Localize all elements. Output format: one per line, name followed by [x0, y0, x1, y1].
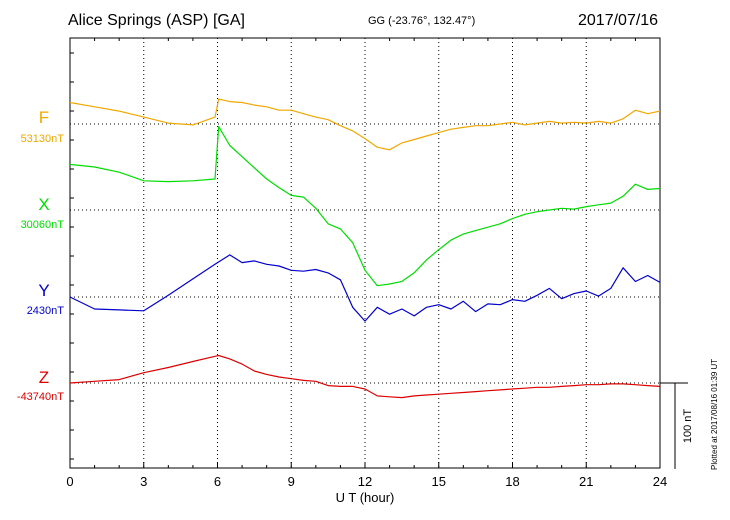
x-tick-label: 0 — [66, 474, 73, 489]
x-tick-label: 21 — [579, 474, 593, 489]
station-title: Alice Springs (ASP) [GA] — [68, 12, 245, 29]
x-tick-label: 3 — [140, 474, 147, 489]
series-baseline-y: 2430nT — [27, 305, 65, 317]
scale-bar-label: 100 nT — [682, 409, 694, 444]
series-line-f — [69, 98, 661, 151]
series-line-y — [69, 254, 661, 322]
x-tick-label: 15 — [432, 474, 446, 489]
series-line-z — [69, 354, 661, 399]
x-tick-label: 24 — [653, 474, 667, 489]
chart-date: 2017/07/16 — [578, 12, 659, 29]
series-name-f: F — [39, 108, 49, 127]
plotted-timestamp: Plotted at 2017/08/16 01:39 UT — [710, 358, 719, 470]
series-name-y: Y — [38, 281, 49, 300]
series-line-x — [69, 125, 661, 287]
x-tick-label: 9 — [288, 474, 295, 489]
x-tick-label: 6 — [214, 474, 221, 489]
series-baseline-z: -43740nT — [17, 391, 64, 403]
series-baseline-x: 30060nT — [21, 219, 65, 231]
x-tick-label: 12 — [358, 474, 372, 489]
series-name-x: X — [38, 195, 49, 214]
station-coordinates: GG (-23.76°, 132.47°) — [368, 15, 476, 27]
series-baseline-f: 53130nT — [21, 133, 65, 145]
series-name-z: Z — [39, 368, 49, 387]
x-tick-label: 18 — [505, 474, 519, 489]
x-axis-title: U T (hour) — [336, 490, 395, 505]
